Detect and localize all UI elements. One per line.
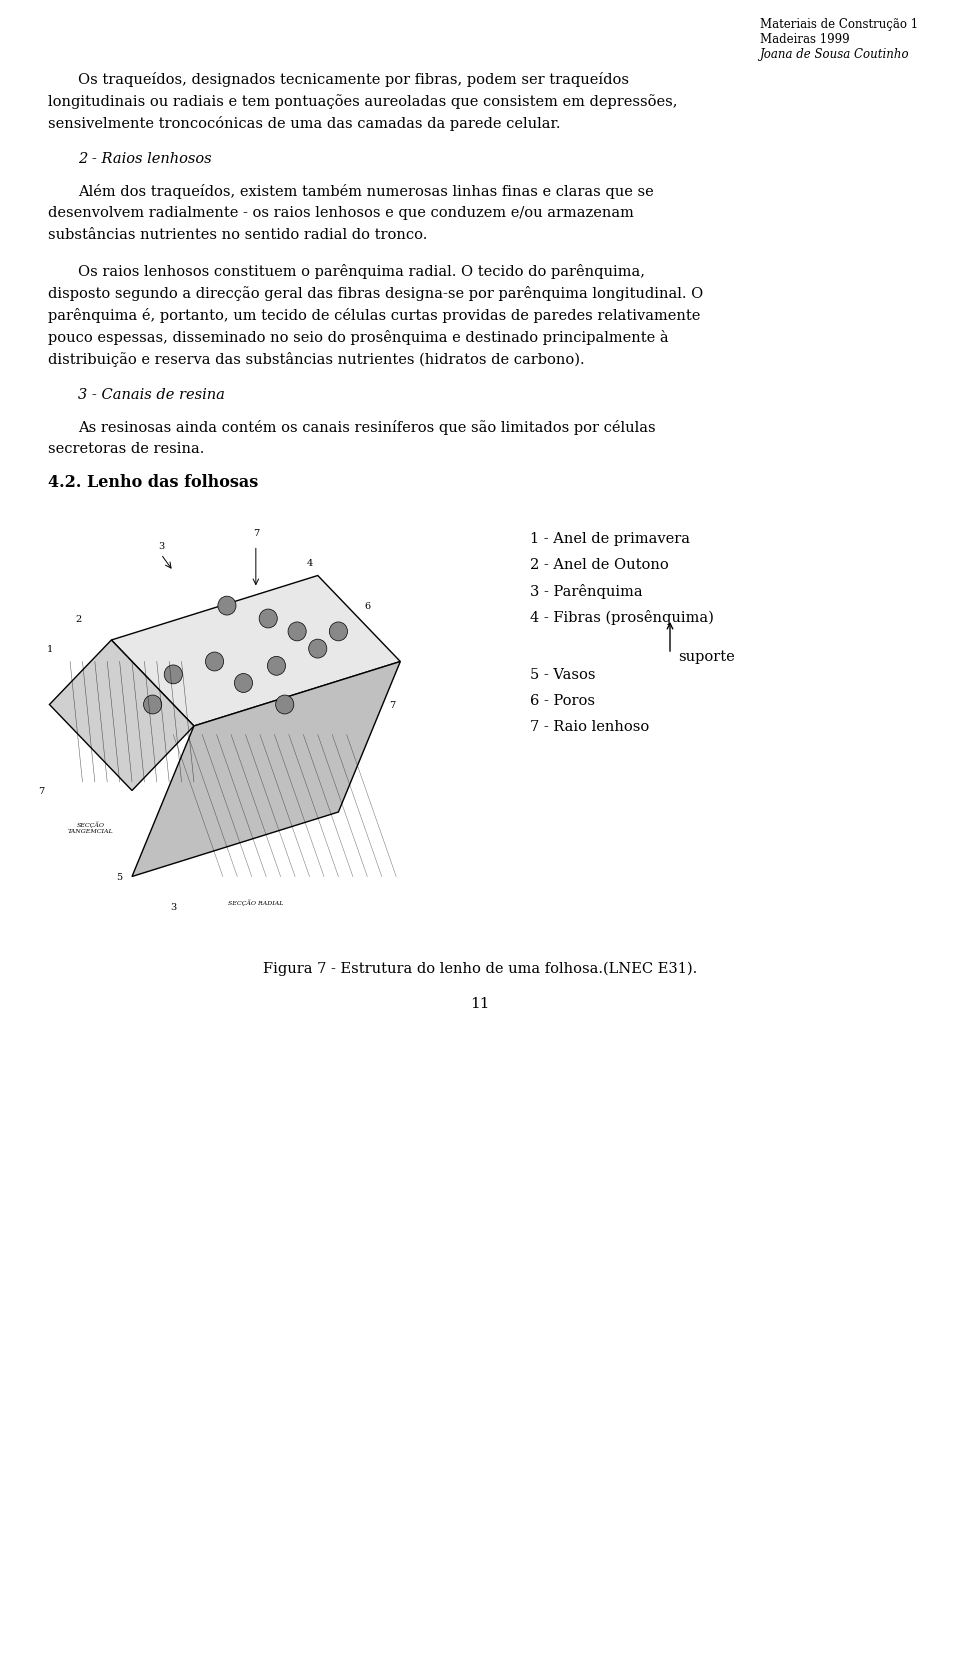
Text: 2: 2	[75, 615, 82, 623]
Text: secretoras de resina.: secretoras de resina.	[48, 442, 204, 455]
Text: 1 - Anel de primavera: 1 - Anel de primavera	[530, 531, 690, 546]
Text: 2 - Raios lenhosos: 2 - Raios lenhosos	[78, 151, 211, 166]
Polygon shape	[132, 662, 400, 877]
Polygon shape	[111, 576, 400, 726]
Text: 1: 1	[46, 645, 53, 654]
Text: 6: 6	[364, 601, 371, 612]
Text: disposto segundo a direcção geral das fibras designa-se por parênquima longitudi: disposto segundo a direcção geral das fi…	[48, 286, 704, 301]
Circle shape	[259, 610, 277, 628]
Text: 5: 5	[116, 872, 123, 882]
Text: 7: 7	[389, 701, 396, 709]
Text: Os traqueídos, designados tecnicamente por fibras, podem ser traqueídos: Os traqueídos, designados tecnicamente p…	[78, 72, 629, 87]
Circle shape	[144, 696, 161, 714]
Text: substâncias nutrientes no sentido radial do tronco.: substâncias nutrientes no sentido radial…	[48, 228, 427, 242]
Text: Materiais de Construção 1: Materiais de Construção 1	[760, 18, 918, 30]
Text: sensivelmente troncocónicas de uma das camadas da parede celular.: sensivelmente troncocónicas de uma das c…	[48, 116, 561, 131]
Text: 4 - Fibras (prosênquima): 4 - Fibras (prosênquima)	[530, 610, 714, 625]
Text: pouco espessas, disseminado no seio do prosênquima e destinado principalmente à: pouco espessas, disseminado no seio do p…	[48, 329, 668, 344]
Circle shape	[164, 665, 182, 684]
Text: Além dos traqueídos, existem também numerosas linhas finas e claras que se: Além dos traqueídos, existem também nume…	[78, 183, 654, 198]
Text: 2 - Anel de Outono: 2 - Anel de Outono	[530, 558, 669, 571]
Circle shape	[218, 596, 236, 615]
Polygon shape	[50, 640, 194, 791]
Text: 3: 3	[170, 902, 177, 912]
Text: As resinosas ainda contém os canais resiníferos que são limitados por células: As resinosas ainda contém os canais resi…	[78, 420, 656, 435]
Text: SECÇÃO
TANGEMCIAL: SECÇÃO TANGEMCIAL	[68, 822, 113, 833]
Text: 7 - Raio lenhoso: 7 - Raio lenhoso	[530, 719, 649, 734]
Circle shape	[234, 674, 252, 694]
Text: longitudinais ou radiais e tem pontuações aureoladas que consistem em depressões: longitudinais ou radiais e tem pontuaçõe…	[48, 94, 678, 109]
Text: 7: 7	[252, 529, 259, 538]
Text: parênquima é, portanto, um tecido de células curtas providas de paredes relativa: parênquima é, portanto, um tecido de cél…	[48, 307, 701, 323]
Circle shape	[329, 623, 348, 642]
Text: 4: 4	[306, 559, 313, 568]
Text: 3 - Parênquima: 3 - Parênquima	[530, 583, 642, 598]
Text: Madeiras 1999: Madeiras 1999	[760, 34, 850, 45]
Text: 5 - Vasos: 5 - Vasos	[530, 667, 595, 682]
Text: Figura 7 - Estrutura do lenho de uma folhosa.(LNEC E31).: Figura 7 - Estrutura do lenho de uma fol…	[263, 961, 697, 976]
Text: desenvolvem radialmente - os raios lenhosos e que conduzem e/ou armazenam: desenvolvem radialmente - os raios lenho…	[48, 207, 634, 220]
Text: 7: 7	[38, 786, 44, 796]
Circle shape	[268, 657, 285, 675]
Circle shape	[288, 623, 306, 642]
Text: 3: 3	[157, 541, 164, 551]
Text: 3 - Canais de resina: 3 - Canais de resina	[78, 388, 225, 402]
Text: 6 - Poros: 6 - Poros	[530, 694, 595, 707]
Text: SECÇÃO RADIAL: SECÇÃO RADIAL	[228, 899, 283, 906]
Text: suporte: suporte	[678, 650, 734, 664]
Text: distribuição e reserva das substâncias nutrientes (hidratos de carbono).: distribuição e reserva das substâncias n…	[48, 351, 585, 366]
Text: 4.2. Lenho das folhosas: 4.2. Lenho das folhosas	[48, 474, 258, 491]
Text: 11: 11	[470, 996, 490, 1010]
Circle shape	[205, 652, 224, 672]
Text: Os raios lenhosos constituem o parênquima radial. O tecido do parênquima,: Os raios lenhosos constituem o parênquim…	[78, 264, 645, 279]
Circle shape	[309, 640, 326, 659]
Text: Joana de Sousa Coutinho: Joana de Sousa Coutinho	[760, 49, 910, 60]
Circle shape	[276, 696, 294, 714]
